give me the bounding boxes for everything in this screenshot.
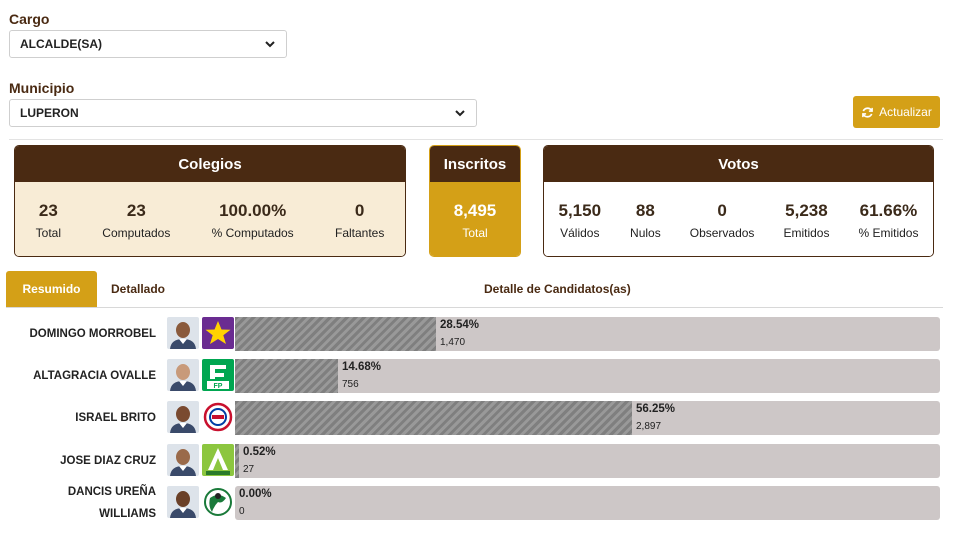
- stat-label: Emitidos: [783, 225, 830, 240]
- candidate-name: ALTAGRACIA OVALLE: [33, 370, 156, 382]
- candidate-photo: [167, 401, 199, 433]
- stat-label: % Computados: [211, 225, 294, 240]
- chevron-down-icon: [455, 110, 465, 117]
- colegios-faltantes-stat: 0 Faltantes: [335, 201, 384, 240]
- votos-pct-emitidos-stat: 61.66% % Emitidos: [858, 201, 918, 240]
- vote-bar-track: 14.68% 756: [235, 359, 940, 393]
- stat-value: 5,150: [558, 200, 602, 220]
- vote-count: 1,470: [440, 337, 466, 348]
- candidate-photo: [167, 359, 199, 391]
- star-party-logo: [202, 317, 234, 349]
- vote-count: 756: [342, 379, 359, 390]
- stat-label: % Emitidos: [858, 225, 919, 240]
- candidate-photo: [167, 444, 199, 476]
- vote-count: 2,897: [636, 421, 662, 432]
- section-title: Detalle de Candidatos(as): [484, 282, 631, 296]
- votos-observados-stat: 0 Observados: [690, 201, 755, 240]
- update-button[interactable]: Actualizar: [853, 96, 940, 128]
- refresh-icon: [862, 106, 874, 118]
- globe-party-logo: [202, 486, 234, 518]
- candidate-name: ISRAEL BRITO: [75, 412, 156, 424]
- alianza-pais-logo: [202, 444, 234, 476]
- colegios-pct-computados-stat: 100.00% % Computados: [212, 201, 294, 240]
- vote-bar-track: 28.54% 1,470: [235, 317, 940, 351]
- candidate-photo: [167, 486, 199, 518]
- candidate-row: DANCIS UREÑA WILLIAMS 0.00% 0: [0, 485, 957, 521]
- stat-value: 100.00%: [219, 200, 287, 220]
- votos-card: Votos 5,150 Válidos 88 Nulos 0 Observado…: [543, 145, 934, 257]
- stat-value: 23: [126, 200, 146, 220]
- vote-percentage: 14.68%: [342, 361, 382, 373]
- divider: [9, 139, 943, 140]
- candidate-name: DOMINGO MORROBEL: [29, 328, 157, 340]
- cargo-label: Cargo: [9, 11, 50, 27]
- candidate-row: JOSE DIAZ CRUZ 0.52% 27: [0, 443, 957, 479]
- vote-bar-fill: [235, 401, 632, 435]
- svg-text:FP: FP: [214, 383, 223, 390]
- stat-label: Observados: [689, 225, 755, 240]
- vote-bar-fill: [235, 359, 338, 393]
- prm-party-logo: [202, 401, 234, 433]
- municipio-select-value: LUPERON: [20, 106, 79, 120]
- cargo-select-value: ALCALDE(SA): [20, 37, 102, 51]
- inscritos-title: Inscritos: [430, 146, 520, 182]
- cargo-select[interactable]: ALCALDE(SA): [9, 30, 287, 58]
- inscritos-card: Inscritos 8,495 Total: [429, 145, 521, 257]
- votos-emitidos-stat: 5,238 Emitidos: [783, 201, 829, 240]
- vote-count: 0: [239, 506, 245, 517]
- vote-percentage: 0.52%: [243, 446, 276, 458]
- results-tabs: Resumido Detallado Detalle de Candidatos…: [6, 271, 943, 308]
- stat-value: 0: [717, 200, 727, 220]
- stat-label: Computados: [102, 225, 171, 240]
- stat-value: 23: [38, 200, 58, 220]
- tab-detallado[interactable]: Detallado: [110, 282, 165, 296]
- municipio-select[interactable]: LUPERON: [9, 99, 477, 127]
- vote-percentage: 28.54%: [440, 319, 480, 331]
- stat-value: 88: [635, 200, 655, 220]
- vote-count: 27: [243, 464, 255, 475]
- inscritos-total-stat: 8,495 Total: [454, 201, 497, 240]
- stat-label: Faltantes: [334, 225, 385, 240]
- vote-bar-track: 0.52% 27: [235, 444, 940, 478]
- colegios-card: Colegios 23 Total 23 Computados 100.00% …: [14, 145, 406, 257]
- fp-party-logo: FP: [202, 359, 234, 391]
- candidate-row: ISRAEL BRITO 56.25% 2,897: [0, 400, 957, 436]
- stat-label: Total: [462, 225, 488, 240]
- stat-label: Nulos: [630, 225, 661, 240]
- stat-value: 61.66%: [859, 200, 918, 220]
- vote-bar-track: 56.25% 2,897: [235, 401, 940, 435]
- votos-nulos-stat: 88 Nulos: [630, 201, 661, 240]
- candidate-name: DANCIS UREÑA WILLIAMS: [67, 486, 156, 520]
- stat-value: 0: [354, 200, 365, 220]
- colegios-total-stat: 23 Total: [36, 201, 61, 240]
- municipio-label: Municipio: [9, 80, 75, 96]
- vote-bar-fill: [235, 317, 436, 351]
- votos-title: Votos: [544, 146, 933, 182]
- vote-percentage: 56.25%: [636, 403, 676, 415]
- tab-resumido[interactable]: Resumido: [6, 271, 97, 307]
- vote-bar-fill: [235, 444, 239, 478]
- chevron-down-icon: [265, 41, 275, 48]
- colegios-title: Colegios: [15, 146, 405, 182]
- stat-label: Válidos: [560, 225, 600, 240]
- update-button-label: Actualizar: [879, 105, 932, 119]
- stat-value: 8,495: [453, 200, 497, 220]
- candidate-row: DOMINGO MORROBEL 28.54% 1,470: [0, 316, 957, 352]
- colegios-computados-stat: 23 Computados: [102, 201, 170, 240]
- candidate-name: JOSE DIAZ CRUZ: [60, 455, 156, 467]
- candidate-row: ALTAGRACIA OVALLE FP 14.68% 756: [0, 358, 957, 394]
- vote-percentage: 0.00%: [239, 488, 272, 500]
- candidate-photo: [167, 317, 199, 349]
- vote-bar-track: 0.00% 0: [235, 486, 940, 520]
- stat-label: Total: [35, 225, 61, 240]
- stat-value: 5,238: [785, 200, 828, 220]
- votos-validos-stat: 5,150 Válidos: [559, 201, 602, 240]
